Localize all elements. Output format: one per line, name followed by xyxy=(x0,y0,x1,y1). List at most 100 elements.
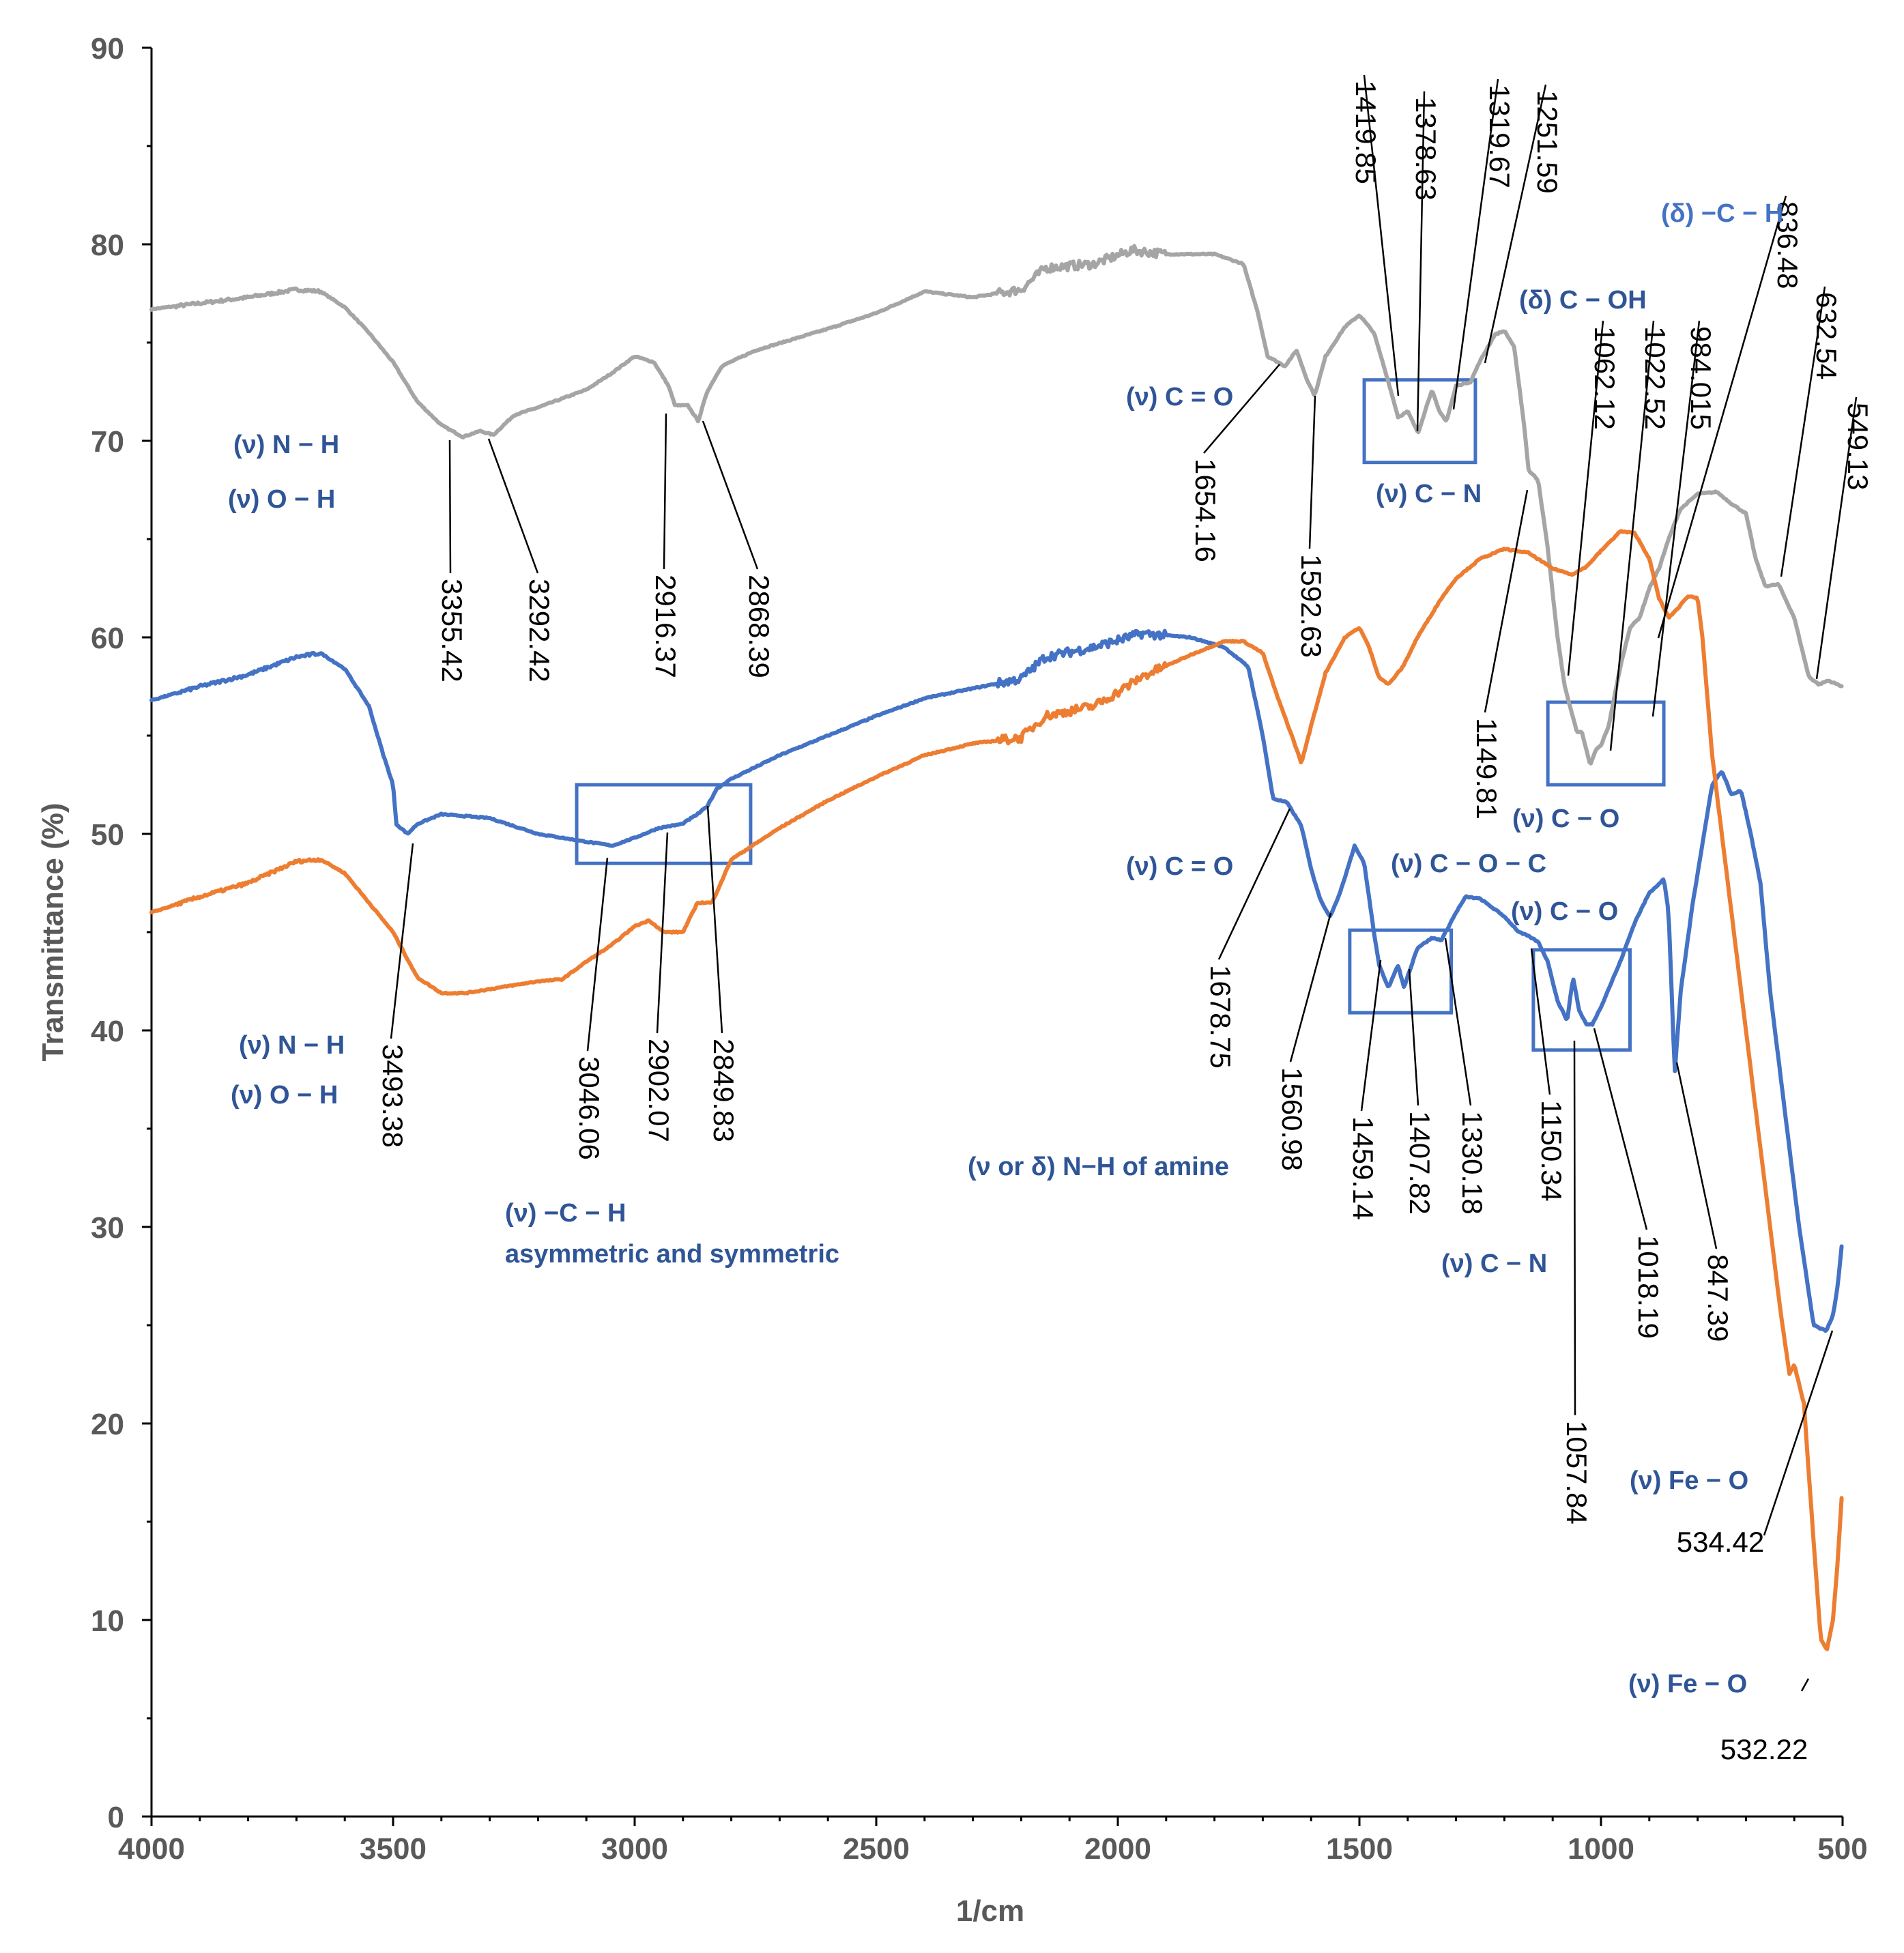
peak-leader xyxy=(1452,78,1499,410)
leader-lines xyxy=(390,74,1858,1692)
peak-leader xyxy=(1308,395,1316,549)
peak-leader xyxy=(1530,948,1551,1095)
peak-label: 532.22 xyxy=(1720,1733,1808,1765)
peak-label: 1062.12 xyxy=(1589,326,1621,430)
peak-label: 984.015 xyxy=(1685,326,1717,430)
x-tick-label: 2000 xyxy=(1084,1832,1151,1866)
band-label: (ν) O − H xyxy=(231,1081,338,1110)
series-line-orange xyxy=(149,529,1844,1651)
peak-label: 3046.06 xyxy=(573,1056,605,1160)
peak-leader xyxy=(1800,1678,1810,1692)
peak-label: 1022.52 xyxy=(1639,326,1671,430)
highlight-box xyxy=(1531,948,1632,1052)
band-label: (δ) C − OH xyxy=(1519,286,1647,315)
peak-leader xyxy=(1484,84,1547,364)
y-tick-label: 20 xyxy=(91,1408,124,1441)
peak-leader xyxy=(663,413,667,570)
peak-leader xyxy=(1408,968,1419,1106)
peak-label: 549.13 xyxy=(1842,403,1874,490)
peak-label: 1419.85 xyxy=(1350,81,1382,184)
band-label: (ν) O − H xyxy=(228,485,335,514)
peak-label: 1678.75 xyxy=(1205,965,1237,1069)
peak-leader xyxy=(1289,912,1332,1062)
peak-leader xyxy=(586,857,609,1052)
band-label: (ν) C = O xyxy=(1126,383,1233,411)
peak-label: 3355.42 xyxy=(436,579,468,682)
band-label: (ν) Fe − O xyxy=(1630,1466,1748,1495)
peak-leader xyxy=(487,438,539,574)
peak-label: 1654.16 xyxy=(1189,459,1222,562)
peak-leader xyxy=(390,843,414,1039)
band-label: (ν) C − O xyxy=(1511,897,1618,926)
peak-label: 1330.18 xyxy=(1456,1111,1488,1215)
y-tick-label: 30 xyxy=(91,1211,124,1245)
peak-label: 2916.37 xyxy=(650,575,682,678)
peak-label: 1378.63 xyxy=(1410,97,1442,201)
peak-label: 534.42 xyxy=(1677,1526,1764,1558)
y-tick-label: 70 xyxy=(91,425,124,459)
series-line-blue xyxy=(149,628,1844,1333)
x-tick-label: 3500 xyxy=(360,1832,427,1866)
peak-leader xyxy=(1444,938,1472,1106)
band-label: asymmetric and symmetric xyxy=(505,1240,839,1269)
band-label: (ν) N − H xyxy=(239,1031,345,1060)
peak-leader xyxy=(1360,959,1382,1112)
peak-label: 3292.42 xyxy=(523,579,556,682)
highlight-box xyxy=(575,783,753,865)
band-label: (ν or δ) N−H of amine xyxy=(968,1153,1229,1181)
band-label: (ν) C − N xyxy=(1376,480,1482,508)
peak-label: 1251.59 xyxy=(1531,90,1563,194)
peak-label: 632.54 xyxy=(1811,292,1843,379)
band-label: (ν) C − O xyxy=(1512,805,1619,833)
peak-leader xyxy=(656,832,669,1034)
band-label: (ν) Fe − O xyxy=(1628,1670,1747,1698)
peak-label: 1057.84 xyxy=(1561,1421,1593,1524)
x-tick-label: 1500 xyxy=(1326,1832,1393,1866)
peak-label: 1018.19 xyxy=(1632,1235,1664,1339)
y-axis-title: Transmittance (%) xyxy=(36,803,70,1062)
highlight-box xyxy=(1362,378,1477,465)
peak-label: 1560.98 xyxy=(1276,1067,1308,1171)
labels: 3355.42 3292.42 2916.37 2868.39 1654.16 1592.… xyxy=(228,81,1874,1765)
peak-leader xyxy=(1657,195,1787,639)
x-tick-label: 500 xyxy=(1817,1832,1867,1866)
peak-label: 1407.82 xyxy=(1404,1111,1436,1215)
peak-label: 1149.81 xyxy=(1471,718,1503,820)
highlight-box xyxy=(1546,700,1666,787)
peak-label: 2902.07 xyxy=(643,1039,675,1142)
band-label: (ν) C = O xyxy=(1126,852,1233,881)
peak-leader xyxy=(1780,286,1826,577)
y-tick-label: 80 xyxy=(91,229,124,262)
peak-leader xyxy=(1593,1028,1648,1230)
peak-label: 1592.63 xyxy=(1295,554,1327,658)
band-label: (ν) C − O − C xyxy=(1391,850,1546,878)
peak-leader xyxy=(1567,320,1604,676)
peak-leader xyxy=(1416,91,1426,432)
y-tick-label: 40 xyxy=(91,1015,124,1048)
peak-leader xyxy=(1217,808,1291,960)
x-tick-label: 3000 xyxy=(601,1832,668,1866)
y-tick-label: 50 xyxy=(91,818,124,852)
series-group xyxy=(149,244,1844,1651)
peak-label: 836.48 xyxy=(1772,201,1804,289)
peak-label: 1459.14 xyxy=(1347,1116,1379,1220)
peak-label: 2849.83 xyxy=(708,1039,740,1142)
x-tick-label: 1000 xyxy=(1568,1832,1634,1866)
axes: 0 10 20 30 40 50 60 70 80 90 4000 3500 3000 2500 2000 1… xyxy=(36,32,1868,1928)
peak-leader xyxy=(1484,489,1529,713)
series-line-gray xyxy=(149,244,1844,766)
y-tick-label: 10 xyxy=(91,1604,124,1638)
peak-leader xyxy=(1675,1062,1718,1249)
y-tick-label: 60 xyxy=(91,622,124,655)
x-tick-label: 2500 xyxy=(843,1832,910,1866)
x-tick-label: 4000 xyxy=(118,1832,185,1866)
peak-leader xyxy=(1651,320,1701,717)
band-label: (ν) −C − H xyxy=(505,1199,626,1228)
band-label: (ν) N − H xyxy=(233,431,339,459)
y-tick-label: 90 xyxy=(91,32,124,66)
peak-label: 1150.34 xyxy=(1535,1100,1568,1202)
peak-leader xyxy=(1609,320,1655,751)
band-label: (ν) C − N xyxy=(1441,1249,1547,1278)
peak-label: 3493.38 xyxy=(377,1044,409,1148)
